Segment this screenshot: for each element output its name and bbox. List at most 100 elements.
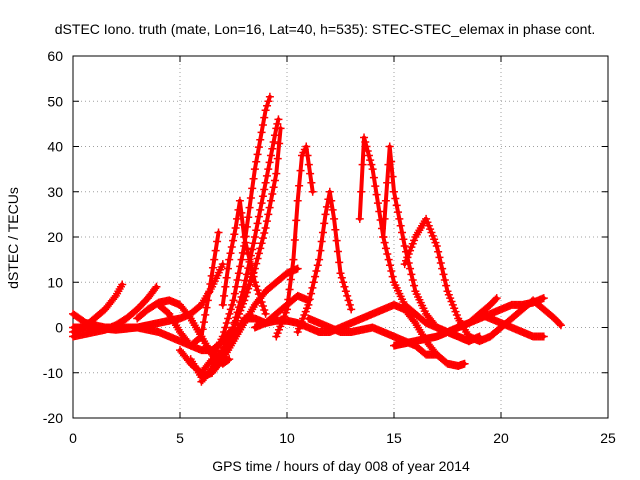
data-point xyxy=(254,290,263,299)
data-point xyxy=(360,133,369,142)
data-point xyxy=(373,199,382,208)
data-point xyxy=(309,278,318,287)
data-point xyxy=(265,203,274,212)
data-point xyxy=(261,106,270,115)
data-point xyxy=(226,249,235,258)
data-point xyxy=(256,244,265,253)
data-point xyxy=(266,196,275,205)
data-point xyxy=(244,249,253,258)
data-point xyxy=(218,332,227,341)
data-point xyxy=(345,300,354,309)
data-point xyxy=(332,236,341,245)
series-line xyxy=(381,144,482,344)
x-tick-label: 25 xyxy=(600,430,616,446)
data-point xyxy=(242,288,251,297)
data-point xyxy=(250,278,259,287)
data-point xyxy=(284,295,293,304)
data-point xyxy=(221,323,230,332)
data-point xyxy=(257,239,266,248)
data-point xyxy=(380,214,389,223)
data-point xyxy=(555,319,564,328)
data-point xyxy=(355,214,364,223)
data-point xyxy=(256,294,265,303)
data-point xyxy=(491,295,500,304)
data-point xyxy=(293,196,302,205)
data-point xyxy=(439,270,448,279)
data-point xyxy=(273,119,282,128)
data-point xyxy=(288,265,297,274)
data-point xyxy=(246,193,255,202)
data-point xyxy=(492,294,501,303)
data-point xyxy=(244,284,253,293)
data-point xyxy=(260,185,269,194)
y-tick-label: 30 xyxy=(47,184,63,200)
data-point xyxy=(387,266,396,275)
data-point xyxy=(268,144,277,153)
data-point xyxy=(253,286,262,295)
data-point xyxy=(283,305,291,314)
data-point xyxy=(364,151,373,160)
data-point xyxy=(556,321,565,330)
data-point xyxy=(242,270,251,279)
data-point xyxy=(362,142,371,151)
data-point xyxy=(385,261,394,270)
data-series xyxy=(69,92,565,386)
data-point xyxy=(245,255,254,264)
data-point xyxy=(233,275,242,284)
data-point xyxy=(432,350,441,359)
data-point xyxy=(250,233,259,241)
data-point xyxy=(248,245,257,254)
data-point xyxy=(249,174,258,183)
data-point xyxy=(237,255,246,264)
data-point xyxy=(331,225,340,234)
data-point xyxy=(262,171,271,180)
data-point xyxy=(218,300,227,309)
data-point xyxy=(328,205,337,214)
data-point xyxy=(396,221,405,230)
data-point xyxy=(230,230,239,239)
data-point xyxy=(308,283,317,292)
data-point xyxy=(203,296,212,305)
data-point xyxy=(256,135,265,144)
data-point xyxy=(252,259,261,268)
data-point xyxy=(398,228,407,237)
data-point xyxy=(260,229,269,238)
x-tick-label: 20 xyxy=(493,430,509,446)
data-point xyxy=(295,181,304,190)
data-point xyxy=(220,328,229,337)
data-point xyxy=(208,263,217,272)
data-point xyxy=(290,236,299,245)
data-point xyxy=(210,255,219,264)
data-point xyxy=(231,223,240,232)
data-point xyxy=(357,187,366,196)
data-point xyxy=(269,137,278,146)
data-point xyxy=(201,310,210,319)
data-point xyxy=(227,242,236,251)
y-axis-label: dSTEC / TECUs xyxy=(5,187,21,289)
data-point xyxy=(256,205,265,214)
data-point xyxy=(336,269,345,278)
data-point xyxy=(211,246,220,255)
data-point xyxy=(330,214,339,223)
data-point xyxy=(261,223,270,232)
data-point xyxy=(273,154,282,163)
data-point xyxy=(400,242,409,251)
y-tick-label: -20 xyxy=(43,410,63,426)
data-point xyxy=(250,165,259,174)
data-point xyxy=(302,142,311,151)
y-tick-label: 10 xyxy=(47,274,63,290)
data-point xyxy=(230,289,239,298)
data-point xyxy=(240,233,249,241)
data-point xyxy=(337,273,346,282)
data-point xyxy=(304,300,313,309)
data-point xyxy=(223,264,232,273)
data-point xyxy=(258,302,267,311)
data-point xyxy=(289,255,298,264)
series-13 xyxy=(250,300,469,370)
data-point xyxy=(285,285,294,294)
data-point xyxy=(232,282,241,291)
data-point xyxy=(264,165,273,174)
data-point xyxy=(252,157,261,166)
data-point xyxy=(261,309,270,318)
data-point xyxy=(214,228,223,237)
